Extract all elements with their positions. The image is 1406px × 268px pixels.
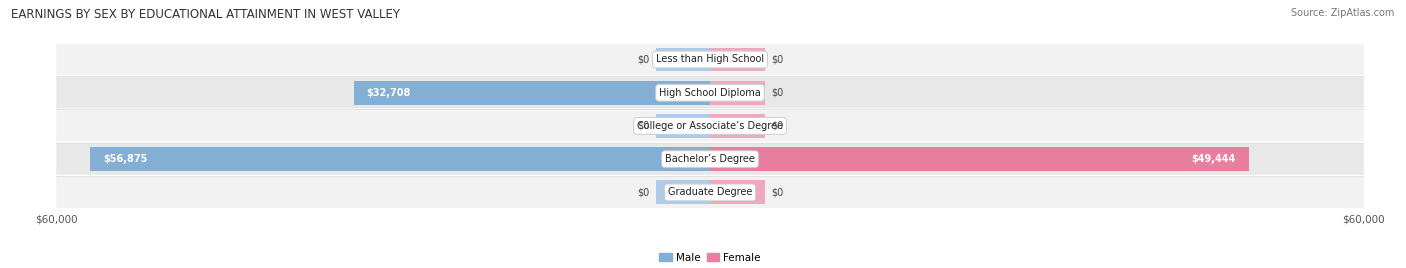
Text: $0: $0 (770, 54, 783, 65)
Text: Source: ZipAtlas.com: Source: ZipAtlas.com (1291, 8, 1395, 18)
Text: Graduate Degree: Graduate Degree (668, 187, 752, 198)
Bar (655, 114, 710, 138)
Text: $32,708: $32,708 (367, 88, 411, 98)
Bar (710, 114, 765, 138)
Text: $0: $0 (637, 187, 650, 198)
FancyBboxPatch shape (56, 144, 1364, 175)
Bar (710, 81, 765, 105)
Text: College or Associate’s Degree: College or Associate’s Degree (637, 121, 783, 131)
Text: High School Diploma: High School Diploma (659, 88, 761, 98)
Text: EARNINGS BY SEX BY EDUCATIONAL ATTAINMENT IN WEST VALLEY: EARNINGS BY SEX BY EDUCATIONAL ATTAINMEN… (11, 8, 401, 21)
Legend: Male, Female: Male, Female (655, 249, 765, 267)
Bar (655, 47, 710, 72)
Text: $0: $0 (637, 54, 650, 65)
FancyBboxPatch shape (56, 177, 1364, 208)
FancyBboxPatch shape (56, 44, 1364, 75)
Bar (710, 180, 765, 204)
Text: $56,875: $56,875 (104, 154, 148, 164)
Text: $49,444: $49,444 (1191, 154, 1236, 164)
Bar (90, 147, 710, 171)
Text: Bachelor’s Degree: Bachelor’s Degree (665, 154, 755, 164)
Bar (710, 147, 1249, 171)
Bar (655, 180, 710, 204)
FancyBboxPatch shape (56, 110, 1364, 142)
Bar (354, 81, 710, 105)
Bar (710, 47, 765, 72)
Text: $0: $0 (770, 88, 783, 98)
Text: $0: $0 (770, 121, 783, 131)
Text: $0: $0 (637, 121, 650, 131)
FancyBboxPatch shape (56, 77, 1364, 108)
Text: Less than High School: Less than High School (657, 54, 763, 65)
Text: $0: $0 (770, 187, 783, 198)
